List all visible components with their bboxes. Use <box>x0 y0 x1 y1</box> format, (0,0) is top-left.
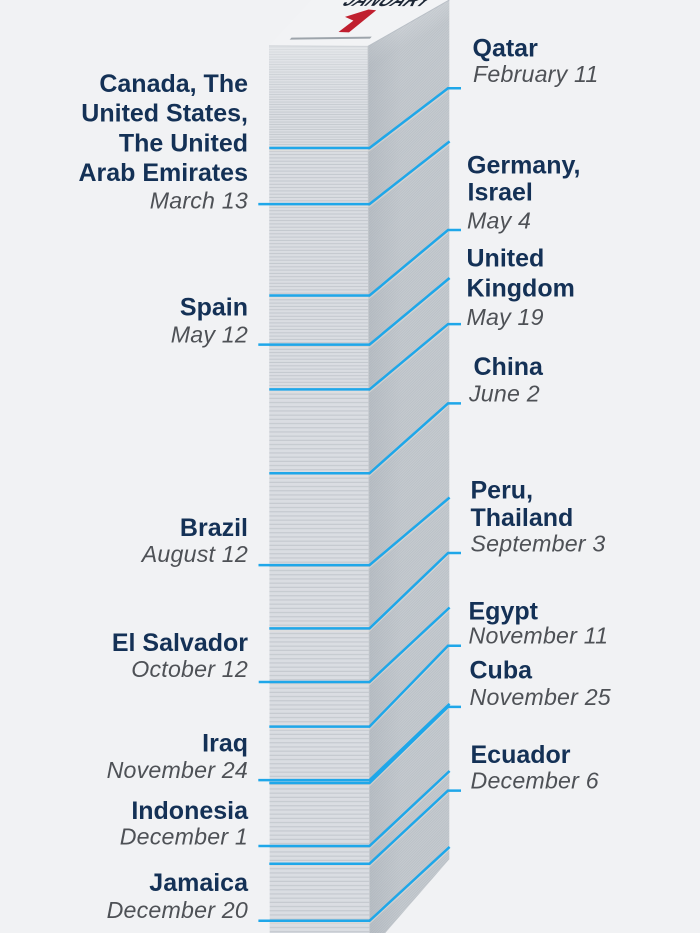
svg-text:May 19: May 19 <box>467 304 544 330</box>
svg-text:Brazil: Brazil <box>180 514 248 542</box>
svg-text:Jamaica: Jamaica <box>149 869 249 897</box>
svg-text:Ecuador: Ecuador <box>471 741 571 769</box>
svg-text:Spain: Spain <box>180 294 248 322</box>
svg-text:December 20: December 20 <box>107 897 248 923</box>
svg-text:Kingdom: Kingdom <box>467 275 575 303</box>
svg-text:Iraq: Iraq <box>202 729 248 757</box>
svg-text:August 12: August 12 <box>140 541 248 567</box>
svg-text:The United: The United <box>119 129 248 157</box>
svg-text:March 13: March 13 <box>150 188 248 214</box>
svg-text:United States,: United States, <box>81 100 248 128</box>
svg-text:February 11: February 11 <box>473 61 599 87</box>
svg-text:Thailand: Thailand <box>471 504 574 532</box>
svg-text:Arab Emirates: Arab Emirates <box>78 159 248 187</box>
svg-text:November 24: November 24 <box>107 757 248 783</box>
svg-text:JANUARY: JANUARY <box>337 0 441 10</box>
svg-text:November 25: November 25 <box>470 684 611 710</box>
svg-text:December 6: December 6 <box>471 768 599 794</box>
svg-text:May 12: May 12 <box>171 322 248 348</box>
svg-text:Indonesia: Indonesia <box>131 797 249 825</box>
svg-text:June 2: June 2 <box>468 380 540 406</box>
svg-text:Egypt: Egypt <box>469 597 539 625</box>
svg-text:May 4: May 4 <box>467 208 531 234</box>
svg-text:November 11: November 11 <box>469 623 609 649</box>
svg-text:Germany,: Germany, <box>467 151 580 179</box>
svg-text:Qatar: Qatar <box>473 35 539 63</box>
svg-text:Israel: Israel <box>468 178 533 206</box>
svg-text:December 1: December 1 <box>120 824 248 850</box>
svg-text:United: United <box>467 245 545 273</box>
svg-text:Cuba: Cuba <box>470 656 534 684</box>
svg-text:Canada, The: Canada, The <box>99 70 248 98</box>
svg-text:Peru,: Peru, <box>471 476 534 504</box>
svg-text:October 12: October 12 <box>131 656 248 682</box>
svg-text:China: China <box>474 353 545 381</box>
svg-text:El Salvador: El Salvador <box>112 629 248 657</box>
svg-text:September 3: September 3 <box>471 531 606 557</box>
